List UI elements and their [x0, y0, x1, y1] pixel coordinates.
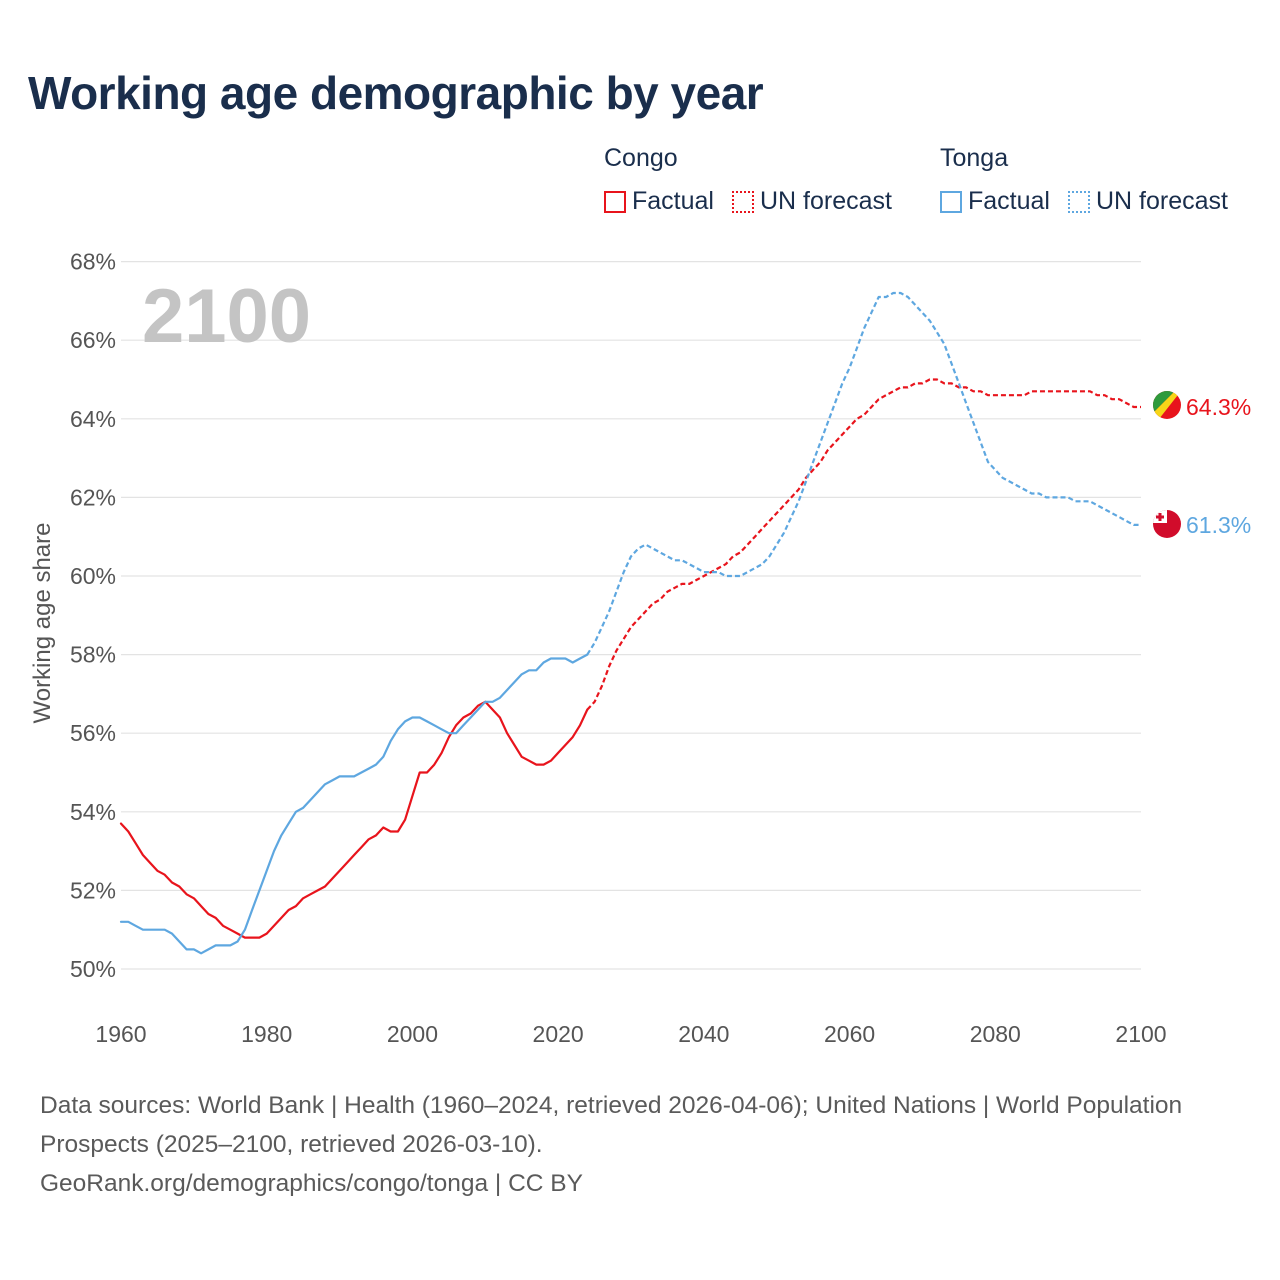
y-axis-ticks: 50% 52% 54% 56% 58% 60% 62% 64% 66% 68%	[70, 249, 116, 982]
congo-factual-line	[119, 700, 589, 939]
x-tick-label: 2080	[970, 1021, 1021, 1047]
y-tick-label: 52%	[70, 877, 116, 903]
x-tick-label: 2100	[1115, 1021, 1166, 1047]
legend-label: Factual	[632, 187, 714, 215]
chart-title: Working age demographic by year	[28, 67, 764, 119]
legend-tonga-factual[interactable]: Factual	[940, 187, 1050, 216]
y-tick-label: 58%	[70, 642, 116, 668]
x-tick-label: 2000	[387, 1021, 438, 1047]
congo-end-label: 64.3%	[1186, 394, 1251, 420]
x-tick-label: 2040	[678, 1021, 729, 1047]
x-tick-label: 2020	[533, 1021, 584, 1047]
tonga-factual-line	[119, 653, 589, 955]
x-tick-label: 2060	[824, 1021, 875, 1047]
series-lines	[119, 291, 1141, 955]
legend-tonga-forecast[interactable]: UN forecast	[1067, 187, 1228, 216]
data-sources: Data sources: World Bank | Health (1960–…	[40, 1092, 1183, 1158]
end-labels: 64.3% 61.3%	[1186, 394, 1251, 538]
credit: GeoRank.org/demographics/congo/tonga | C…	[40, 1170, 583, 1197]
legend-label: UN forecast	[759, 187, 892, 215]
legend-group-name: Tonga	[940, 144, 1009, 172]
grid	[121, 261, 1141, 970]
legend-congo: Congo Factual UN forecast	[604, 144, 910, 216]
x-tick-label: 1980	[241, 1021, 292, 1047]
y-tick-label: 54%	[70, 799, 116, 825]
congo-forecast-line	[586, 378, 1141, 711]
legend-swatch-solid	[940, 190, 962, 213]
y-tick-label: 66%	[70, 327, 116, 353]
tonga-end-label: 61.3%	[1186, 512, 1251, 538]
legend-label: UN forecast	[1095, 187, 1228, 215]
legend-label: Factual	[968, 187, 1050, 215]
tonga-forecast-line	[586, 291, 1141, 656]
y-tick-label: 50%	[70, 956, 116, 982]
x-tick-label: 1960	[95, 1021, 146, 1047]
footer: Data sources: World Bank | Health (1960–…	[40, 1086, 1240, 1203]
legend-group-name: Congo	[604, 144, 678, 172]
x-axis-ticks: 1960 1980 2000 2020 2040 2060 2080 2100	[95, 1021, 1166, 1047]
legend-swatch-solid	[604, 190, 626, 213]
y-tick-label: 68%	[70, 249, 116, 275]
legend-swatch-dotted	[731, 190, 754, 213]
y-tick-label: 60%	[70, 563, 116, 589]
y-tick-label: 62%	[70, 484, 116, 510]
tonga-flag	[1153, 510, 1181, 538]
legend-swatch-dotted	[1067, 190, 1090, 213]
legend-congo-forecast[interactable]: UN forecast	[731, 187, 892, 216]
year-watermark: 2100	[142, 274, 311, 359]
y-axis-label: Working age share	[29, 523, 56, 724]
legend-tonga: Tonga Factual UN forecast	[940, 144, 1246, 216]
line-chart: 2100 50% 52% 54% 56% 58% 60% 62% 64% 66% 68% 1960…	[29, 249, 1251, 1047]
y-tick-label: 56%	[70, 720, 116, 746]
y-tick-label: 64%	[70, 406, 116, 432]
legend-congo-factual[interactable]: Factual	[604, 187, 714, 216]
congo-flag	[1153, 391, 1181, 419]
